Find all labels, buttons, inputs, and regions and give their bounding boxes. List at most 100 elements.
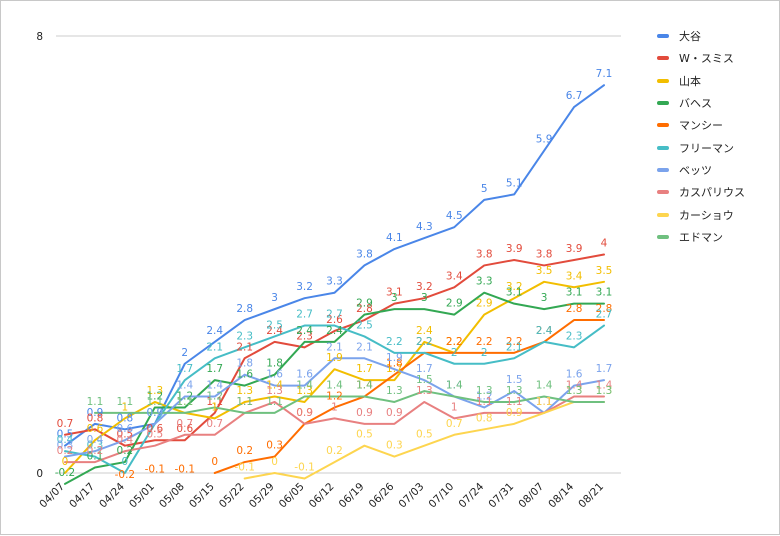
data-label: 0.2 [117,445,134,457]
data-label: 1.1 [117,396,134,408]
x-tick-label: 05/22 [217,481,247,511]
data-label: 2.4 [416,325,433,337]
data-label: 0.4 [117,434,134,446]
data-label: 3 [391,292,398,304]
data-label: -0.1 [234,461,255,473]
data-label: 5.9 [536,134,553,146]
data-label: 2.3 [296,330,313,342]
data-label: 2.4 [266,325,283,337]
data-label: 1.6 [566,369,583,381]
legend-label: カーショウ [679,208,734,222]
data-label: 1.8 [386,358,403,370]
data-label: 0.2 [57,445,74,457]
data-label: 1.1 [236,396,253,408]
data-label: 1.7 [416,363,433,375]
legend-swatch [657,167,669,172]
data-label: 4.5 [446,210,463,222]
data-label: 1.7 [356,363,373,375]
data-label: 0.9 [296,407,313,419]
data-label: 1.9 [326,352,343,364]
data-label: 1.1 [536,396,553,408]
data-label: 2.2 [476,336,493,348]
data-label: 7.1 [596,68,613,80]
data-label: -0.2 [55,467,76,479]
data-label: 0.6 [176,423,193,435]
data-label: 0.4 [57,434,74,446]
data-label: 1.6 [236,369,253,381]
data-label: 0.3 [87,440,104,452]
data-label: 3.1 [386,287,403,299]
data-label: 2.1 [206,341,223,353]
legend-item: カーショウ [657,203,745,225]
data-label: 0.5 [146,429,163,441]
legend-swatch [657,145,669,150]
series-line-4 [64,291,605,485]
data-label: 4.1 [386,232,403,244]
data-label: 3.3 [476,276,493,288]
legend-label: ベッツ [679,163,712,177]
legend-label: カスパリウス [679,186,745,200]
data-label: 2.1 [236,341,253,353]
data-label: 1 [211,401,218,413]
data-label: 3.1 [566,287,583,299]
data-label: 1.4 [356,380,373,392]
data-label: 2.8 [236,303,253,315]
data-label: -0.1 [145,463,166,475]
data-label: -0.1 [175,463,196,475]
data-label: 2 [181,347,188,359]
legend-item: バヘス [657,92,745,114]
legend-swatch [657,234,669,239]
data-label: 1.3 [596,385,613,397]
data-label: 2.1 [506,341,523,353]
data-label: 0.2 [326,445,343,457]
data-label: 1.4 [566,380,583,392]
legend-label: 大谷 [679,30,701,44]
data-label: 1.1 [476,396,493,408]
data-label: 1 [331,401,338,413]
legend-swatch [657,190,669,195]
legend-swatch [657,78,669,83]
data-label: 2.4 [296,325,313,337]
data-label: 1.2 [476,390,493,402]
data-label: 1.4 [326,380,343,392]
data-label: 1.8 [266,358,283,370]
data-label: 2.5 [266,319,283,331]
series-line-3 [64,280,605,474]
data-label: 3.5 [596,265,613,277]
data-label: 0.9 [146,407,163,419]
data-label: 1.8 [236,358,253,370]
legend-label: エドマン [679,230,723,244]
data-label: 1.1 [266,396,283,408]
data-label: 2.2 [446,336,463,348]
data-label: 0.6 [87,423,104,435]
legend-label: フリーマン [679,141,734,155]
y-tick-label: 8 [36,31,43,43]
data-label: 3.8 [476,248,493,260]
data-label: 0.5 [416,429,433,441]
legend-swatch [657,34,669,39]
data-label: 1.3 [566,385,583,397]
data-label: 2.7 [596,309,613,321]
data-label: 0.9 [146,407,163,419]
data-label: 1.1 [176,396,193,408]
data-label: 2.8 [566,303,583,315]
data-label: 3 [421,292,428,304]
data-label: 1.9 [386,352,403,364]
x-tick-label: 04/07 [37,481,67,511]
data-label: 0.8 [476,412,493,424]
data-label: 2.4 [206,325,223,337]
data-label: 3.1 [506,287,523,299]
legend-item: 大谷 [657,25,745,47]
data-label: 0.5 [117,429,134,441]
legend-swatch [657,56,669,61]
x-tick-label: 05/01 [127,481,157,511]
x-tick-label: 08/21 [576,481,606,511]
data-label: 0.9 [356,407,373,419]
data-label: 1.4 [176,380,193,392]
legend-label: W・スミス [679,52,734,66]
data-label: 1.3 [476,385,493,397]
legend-item: W・スミス [657,47,745,69]
data-label: 1.3 [296,385,313,397]
x-tick-label: 06/05 [277,481,307,511]
